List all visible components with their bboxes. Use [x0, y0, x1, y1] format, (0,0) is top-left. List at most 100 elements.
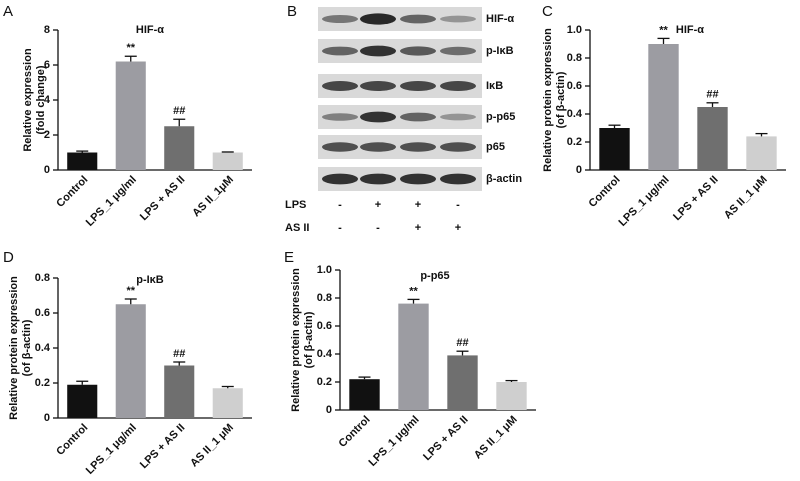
blot-band [440, 81, 476, 91]
x-tick-label: Control [54, 174, 90, 210]
bar [697, 107, 728, 170]
condition-sign: - [338, 222, 342, 234]
x-tick-label: Control [54, 422, 90, 458]
significance-label: ** [409, 285, 418, 297]
blot-band [400, 81, 436, 91]
x-tick-label: AS II_1 μM [722, 174, 770, 222]
x-tick-label: LPS + AS II [138, 422, 187, 471]
blot-band [360, 173, 396, 185]
significance-label: ** [126, 285, 135, 297]
significance-label: ** [659, 24, 668, 36]
blot-band [440, 142, 476, 152]
x-tick-label: AS II_1 μM [188, 422, 236, 470]
x-tick-label: LPS + AS II [138, 174, 187, 223]
x-tick-label: LPS_1 μg/ml [84, 174, 139, 229]
bar [212, 152, 243, 170]
y-tick-label: 0.4 [35, 342, 51, 354]
y-tick-label: 0 [326, 404, 332, 416]
x-tick-label: LPS_1 μg/ml [84, 422, 139, 477]
bar [648, 44, 679, 170]
bar [115, 61, 146, 170]
y-tick-label: 0 [576, 164, 582, 176]
y-tick-label: 0 [44, 412, 50, 424]
x-tick-label: LPS + AS II [421, 414, 470, 463]
y-axis-label: Relative protein expression [8, 276, 20, 420]
y-axis-label: Relative protein expression [542, 28, 554, 172]
blot-band [322, 81, 358, 91]
blot-row-label: p65 [486, 141, 505, 153]
y-axis-label: (fold change) [35, 65, 47, 134]
condition-sign: + [415, 199, 421, 211]
y-tick-label: 0.8 [35, 272, 50, 284]
condition-sign: - [338, 199, 342, 211]
y-tick-label: 0 [44, 164, 50, 176]
x-tick-label: AS II_1μM [190, 174, 236, 220]
bar [67, 384, 98, 418]
blot-band [360, 13, 396, 25]
bar [447, 355, 478, 410]
y-tick-label: 0.8 [317, 292, 332, 304]
y-tick-label: 0.8 [567, 52, 582, 64]
significance-label: ** [126, 42, 135, 54]
significance-label: ## [173, 105, 185, 117]
y-tick-label: 0.6 [567, 80, 582, 92]
blot-band [440, 46, 476, 56]
blot-band [360, 111, 396, 123]
bar [212, 388, 243, 418]
x-tick-label: LPS_1 μg/ml [616, 174, 671, 229]
blot-band [322, 113, 358, 121]
bar [599, 128, 630, 170]
y-axis-label: (of β-actin) [303, 311, 315, 368]
y-tick-label: 0.2 [567, 136, 582, 148]
condition-sign: - [456, 199, 460, 211]
bar [349, 379, 380, 410]
blot-band [322, 173, 358, 185]
y-tick-label: 0.2 [317, 376, 332, 388]
y-tick-label: 2 [44, 129, 50, 141]
y-tick-label: 0.2 [35, 377, 50, 389]
y-tick-label: 1.0 [317, 264, 332, 276]
bar [398, 303, 429, 410]
x-tick-label: Control [337, 414, 373, 450]
x-tick-label: Control [587, 174, 623, 210]
x-tick-label: LPS_1 μg/ml [366, 414, 421, 469]
y-tick-label: 0.6 [35, 307, 50, 319]
y-tick-label: 0.4 [567, 108, 583, 120]
bar [164, 365, 195, 418]
blot-row-label: p-IκB [486, 45, 514, 57]
y-tick-label: 6 [44, 59, 50, 71]
blot-band [400, 46, 436, 56]
y-tick-label: 4 [44, 94, 51, 106]
panel-label: E [284, 249, 294, 266]
condition-sign: + [375, 199, 381, 211]
blot-row-label: IκB [486, 80, 503, 92]
bar [164, 126, 195, 170]
blot-band [440, 173, 476, 185]
condition-sign: + [415, 222, 421, 234]
y-tick-label: 8 [44, 24, 50, 36]
bar [67, 152, 98, 170]
x-tick-label: LPS + AS II [671, 174, 720, 223]
y-tick-label: 1.0 [567, 24, 582, 36]
blot-band [440, 113, 476, 121]
condition-label: AS II [285, 222, 309, 234]
bar [496, 382, 527, 410]
blot-band [400, 112, 436, 122]
condition-sign: + [455, 222, 461, 234]
chart-title: p-p65 [420, 270, 449, 282]
y-tick-label: 0.6 [317, 320, 332, 332]
blot-band [400, 173, 436, 185]
y-axis-label: Relative protein expression [290, 268, 302, 412]
significance-label: ## [173, 348, 185, 360]
blot-band [360, 45, 396, 57]
blot-row-label: β-actin [486, 173, 522, 185]
blot-band [322, 142, 358, 152]
blot-band [440, 15, 476, 23]
chart-title: HIF-α [136, 24, 164, 36]
bar [115, 304, 146, 418]
chart-title: HIF-α [676, 24, 704, 36]
panel-label: D [3, 249, 14, 266]
panel-label: A [3, 3, 13, 20]
x-tick-label: AS II_1 μM [472, 414, 520, 462]
